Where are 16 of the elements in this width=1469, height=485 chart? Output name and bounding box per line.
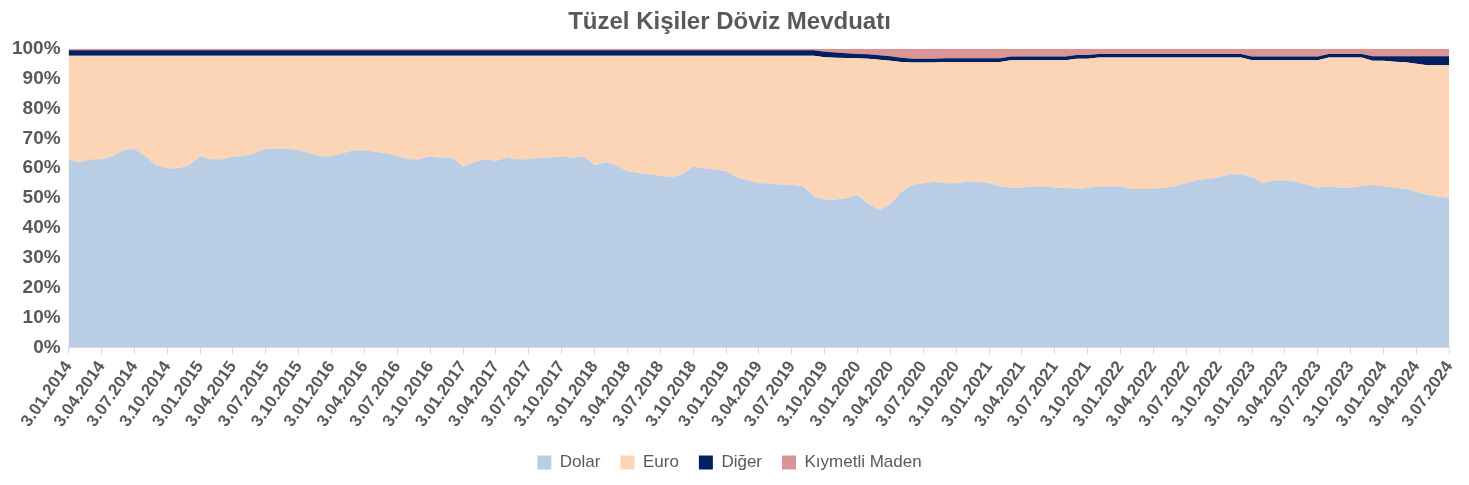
legend-label: Diğer	[721, 452, 763, 472]
y-tick-label: 10%	[22, 305, 61, 327]
y-tick-label: 20%	[22, 275, 61, 297]
y-tick-label: 60%	[22, 156, 61, 178]
y-tick-label: 90%	[22, 66, 61, 88]
legend-label: Kıymetli Maden	[804, 452, 922, 472]
legend-label: Dolar	[559, 452, 601, 472]
y-tick-label: 70%	[22, 126, 61, 148]
y-tick-label: 30%	[22, 246, 61, 268]
y-tick-label: 50%	[22, 186, 61, 208]
y-tick-label: 100%	[11, 37, 61, 59]
y-tick-label: 40%	[22, 216, 61, 238]
legend-label: Euro	[642, 452, 679, 472]
y-tick-label: 80%	[22, 96, 61, 118]
y-tick-label: 0%	[33, 335, 61, 357]
chart-title: Tüzel Kişiler Döviz Mevduatı	[568, 7, 891, 35]
